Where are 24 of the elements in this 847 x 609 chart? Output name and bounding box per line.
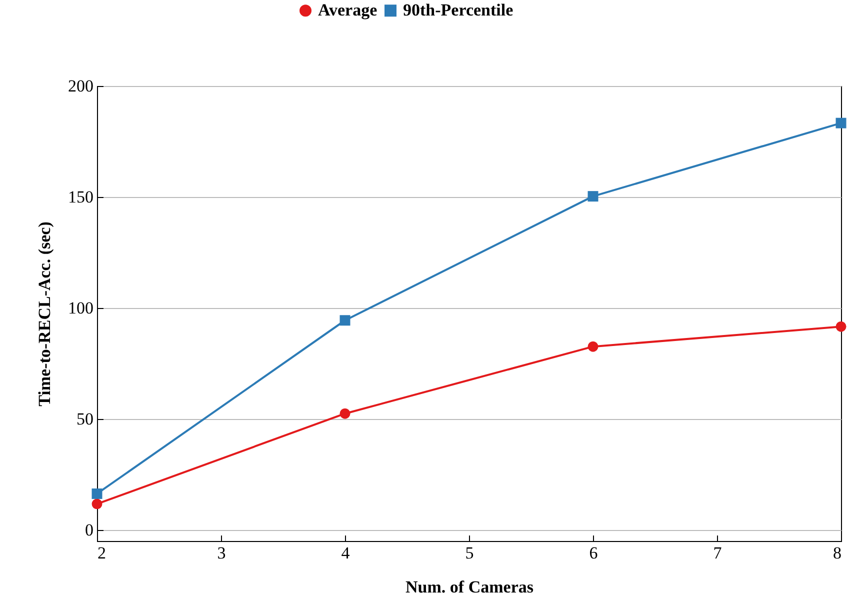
y-tick-label: 0 bbox=[85, 520, 94, 540]
x-tick-label: 2 bbox=[98, 544, 106, 562]
y-tick-label: 100 bbox=[68, 298, 94, 318]
point bbox=[588, 191, 598, 202]
point bbox=[836, 118, 846, 128]
x-tick-label: 6 bbox=[589, 544, 598, 562]
point bbox=[340, 315, 350, 326]
x-tick-label: 5 bbox=[465, 544, 474, 562]
point bbox=[836, 321, 846, 332]
y-tick-label: 150 bbox=[68, 187, 94, 206]
x-tick-label: 4 bbox=[341, 544, 350, 562]
point bbox=[340, 408, 350, 419]
x-tick-label: 8 bbox=[833, 544, 842, 562]
x-tick-label: 3 bbox=[217, 544, 226, 562]
y-tick-label: 50 bbox=[76, 409, 94, 428]
x-tick-label: 7 bbox=[713, 544, 722, 562]
legend-label: 90th-Percentile bbox=[403, 0, 514, 20]
legend-label: Average bbox=[318, 0, 378, 20]
point bbox=[92, 498, 102, 510]
point bbox=[588, 341, 598, 352]
point bbox=[92, 488, 102, 499]
y-axis-title: Time-to-RECL-Acc. (sec) bbox=[35, 222, 54, 406]
x-axis-title: Num. of Cameras bbox=[406, 578, 534, 596]
y-tick-label: 200 bbox=[68, 76, 94, 96]
